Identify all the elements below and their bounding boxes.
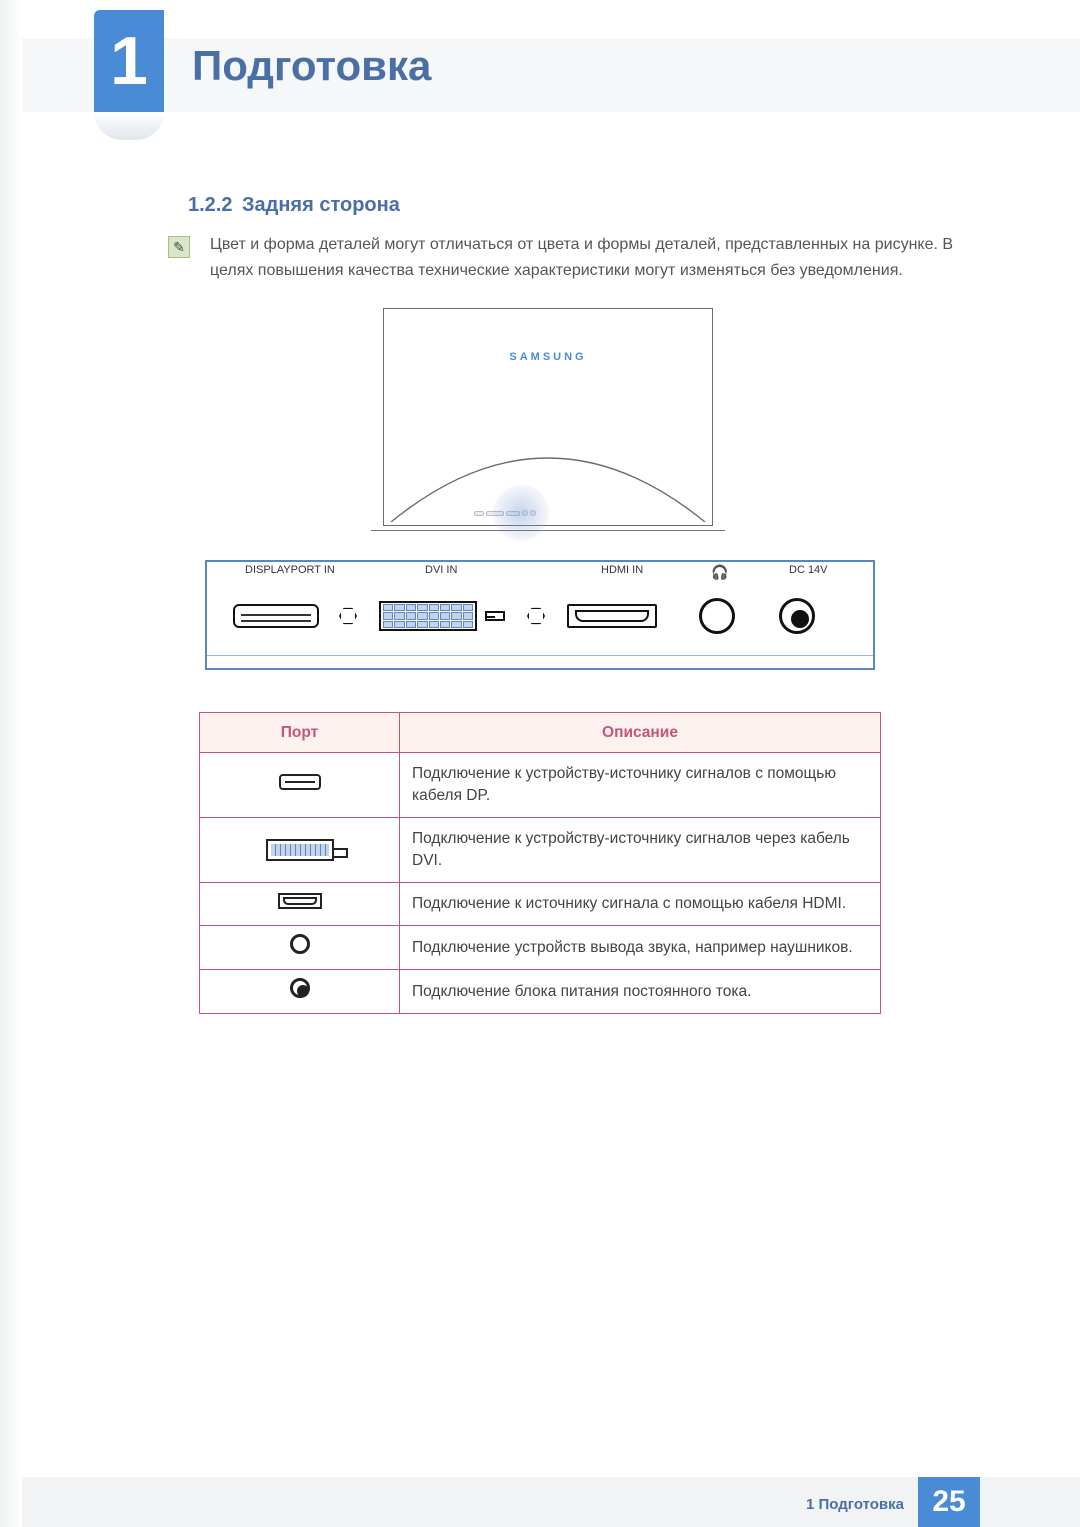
base-line: [371, 530, 725, 531]
desc-dvi: Подключение к устройству-источнику сигна…: [400, 818, 881, 883]
icon-dp: [200, 753, 400, 818]
port-hdmi: [567, 604, 657, 628]
section-title: Задняя сторона: [242, 194, 400, 217]
label-hdmi: HDMI IN: [601, 564, 643, 576]
label-displayport: DISPLAYPORT IN: [245, 564, 335, 576]
header-bar: [22, 38, 1080, 112]
page-number: 25: [918, 1477, 980, 1527]
table-row: Подключение устройств вывода звука, напр…: [200, 926, 881, 970]
screw-icon: [527, 607, 545, 625]
screw-icon: [339, 607, 357, 625]
port-displayport: [233, 604, 319, 628]
port-headphone: [699, 598, 735, 634]
port-row: [207, 596, 873, 640]
port-dvi: [367, 601, 507, 631]
note-icon: ✎: [168, 236, 190, 258]
icon-headphone: [200, 926, 400, 970]
icon-dvi: [200, 818, 400, 883]
ports-panel: DISPLAYPORT IN DVI IN HDMI IN 🎧 DC 14V: [205, 560, 875, 670]
left-edge: [0, 0, 22, 1527]
section-number: 1.2.2: [188, 194, 232, 217]
desc-dp: Подключение к устройству-источнику сигна…: [400, 753, 881, 818]
headphone-icon: 🎧: [711, 564, 728, 581]
footer-label: 1 Подготовка: [806, 1496, 904, 1513]
chapter-title: Подготовка: [192, 42, 431, 90]
note-text: Цвет и форма деталей могут отличаться от…: [210, 232, 960, 284]
desc-hdmi: Подключение к источнику сигнала с помощь…: [400, 883, 881, 926]
th-desc: Описание: [400, 713, 881, 753]
table-row: Подключение к устройству-источнику сигна…: [200, 753, 881, 818]
device-logo: SAMSUNG: [384, 351, 712, 363]
table-row: Подключение блока питания постоянного то…: [200, 970, 881, 1014]
desc-hp: Подключение устройств вывода звука, напр…: [400, 926, 881, 970]
label-dvi: DVI IN: [425, 564, 457, 576]
th-port: Порт: [200, 713, 400, 753]
icon-dc: [200, 970, 400, 1014]
zoom-highlight: [493, 485, 549, 541]
chapter-badge: 1: [94, 10, 164, 112]
table-row: Подключение к устройству-источнику сигна…: [200, 818, 881, 883]
port-dc: [779, 598, 815, 634]
label-dc: DC 14V: [789, 564, 828, 576]
table-row: Подключение к источнику сигнала с помощь…: [200, 883, 881, 926]
desc-dc: Подключение блока питания постоянного то…: [400, 970, 881, 1014]
icon-hdmi: [200, 883, 400, 926]
port-table: Порт Описание Подключение к устройству-и…: [199, 712, 881, 1014]
rear-diagram: SAMSUNG DISPLAYPORT IN DVI IN HDMI IN 🎧 …: [205, 300, 875, 680]
